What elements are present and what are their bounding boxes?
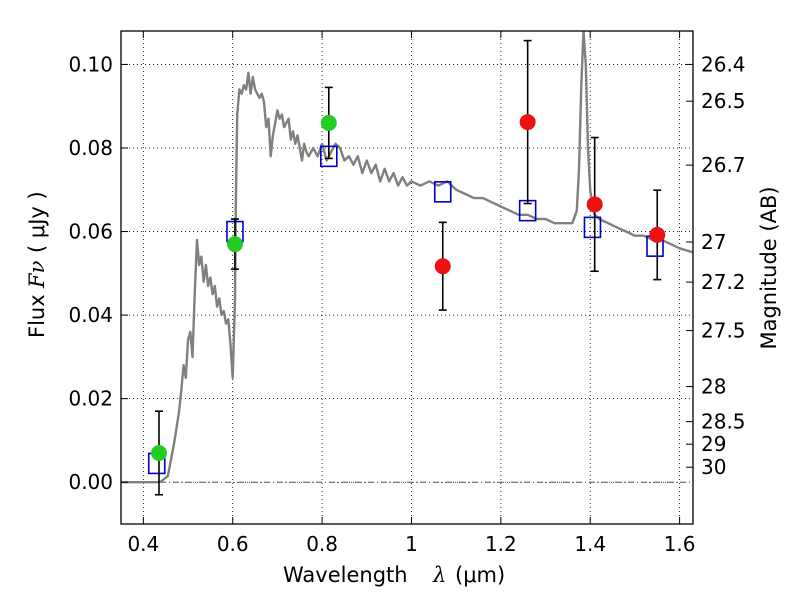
model-square-marker — [583, 216, 602, 239]
data-point — [226, 236, 243, 253]
data-point — [320, 114, 337, 131]
y-axis-label: Flux — [25, 294, 49, 338]
mag-tick-label: 30 — [701, 455, 726, 479]
y-axis-label-group: Flux Fν ( μJy ) — [25, 191, 49, 338]
mag-tick-label: 29 — [701, 432, 726, 456]
y-axis-unit: ( μJy ) — [25, 191, 49, 253]
data-point — [586, 196, 603, 213]
x-tick-label: 1 — [405, 532, 418, 556]
x-axis-unit: (μm) — [455, 563, 505, 587]
plot-area — [121, 31, 693, 524]
mag-tick-label: 28 — [701, 375, 726, 399]
y2-axis-label-group: Magnitude (AB) — [757, 186, 781, 349]
x-tick-label: 1.2 — [485, 532, 517, 556]
mag-tick-label: 28.5 — [701, 410, 746, 434]
ticks: 0.4 0.6 0.8 1 1.2 1.4 1.6 0.00 0.02 0.04 0.06 0.08 0… — [68, 31, 746, 556]
y-tick-label: 0.08 — [68, 136, 113, 160]
plot-frame — [120, 30, 694, 525]
y2-axis-label: Magnitude (AB) — [757, 186, 781, 349]
x-axis-label: Wavelength — [283, 563, 408, 587]
y-tick-label: 0.10 — [68, 52, 113, 76]
model-square-marker — [433, 181, 452, 203]
x-axis-symbol: λ — [432, 563, 446, 587]
data-layer — [121, 31, 693, 496]
data-point — [649, 226, 666, 243]
mag-tick-label: 27.5 — [701, 319, 746, 343]
mag-tick-label: 27.2 — [701, 270, 746, 294]
y-tick-label: 0.02 — [68, 387, 113, 411]
y-tick-label: 0.04 — [68, 303, 113, 327]
mag-tick-label: 26.5 — [701, 89, 746, 113]
mag-tick-label: 27 — [701, 230, 726, 254]
mag-tick-label: 26.7 — [701, 153, 746, 177]
grid — [121, 31, 693, 524]
mag-tick-label: 26.4 — [701, 52, 746, 76]
y-tick-label: 0.00 — [68, 470, 113, 494]
x-tick-label: 0.6 — [217, 532, 249, 556]
data-point — [434, 258, 451, 275]
x-tick-label: 1.4 — [574, 532, 606, 556]
spectrum-line — [121, 31, 693, 484]
y-axis-symbol: Fν — [25, 260, 49, 289]
data-point — [150, 444, 167, 461]
y-tick-label: 0.06 — [68, 220, 113, 244]
x-tick-label: 0.4 — [127, 532, 159, 556]
data-point — [519, 114, 536, 131]
x-tick-label: 1.6 — [664, 532, 696, 556]
x-tick-label: 0.8 — [306, 532, 338, 556]
